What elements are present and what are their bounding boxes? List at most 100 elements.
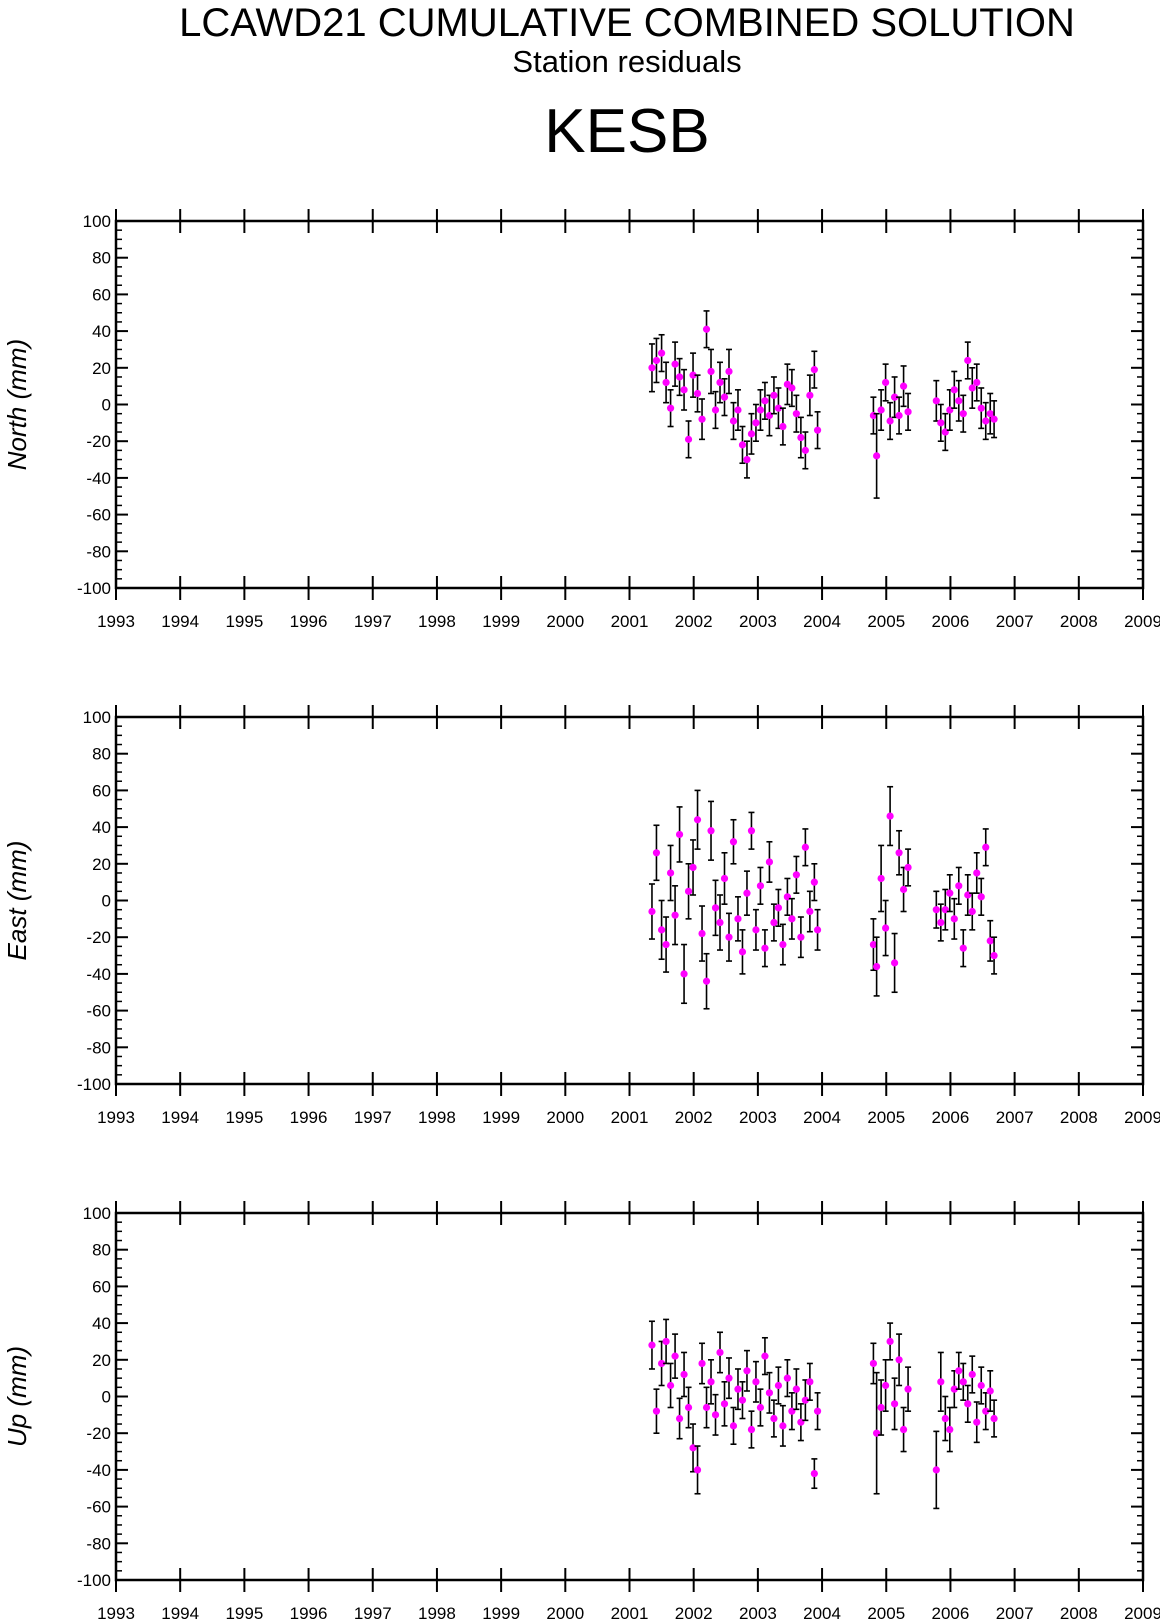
data-point bbox=[899, 885, 908, 894]
data-point bbox=[886, 417, 894, 425]
data-point bbox=[801, 446, 809, 454]
x-tick-label: 2004 bbox=[803, 612, 841, 631]
panel-north: 100 80 60 40 20 0 -20 -40 -60 -80 -100 1993 1994 1995… bbox=[2, 209, 1160, 631]
data-point bbox=[707, 367, 715, 376]
data-point bbox=[689, 863, 697, 872]
x-tick-label: 2001 bbox=[611, 1604, 649, 1621]
x-tick-label: 2007 bbox=[996, 612, 1034, 631]
data-point bbox=[725, 1374, 733, 1382]
data-point bbox=[770, 918, 778, 927]
data-point bbox=[702, 325, 711, 333]
data-point bbox=[648, 1341, 656, 1349]
x-tick-label: 1999 bbox=[482, 612, 520, 631]
x-tick-label: 2008 bbox=[1060, 1604, 1098, 1621]
x-tick-label: 1994 bbox=[161, 612, 199, 631]
y-tick-label: 60 bbox=[92, 781, 111, 800]
data-point bbox=[752, 419, 760, 427]
station-name: KESB bbox=[544, 97, 709, 166]
data-point bbox=[986, 1387, 994, 1395]
data-point bbox=[720, 874, 729, 883]
data-point bbox=[761, 397, 769, 405]
data-point bbox=[792, 1385, 800, 1393]
x-tick-label: 2009 bbox=[1124, 612, 1160, 631]
y-tick-label: 40 bbox=[92, 322, 111, 341]
data-point bbox=[684, 435, 693, 443]
data-point bbox=[788, 384, 796, 392]
data-point bbox=[982, 1407, 990, 1415]
y-tick-label: 60 bbox=[92, 1277, 111, 1296]
data-point bbox=[711, 1411, 720, 1419]
y-tick-label: -80 bbox=[86, 542, 111, 561]
data-point bbox=[774, 404, 783, 412]
data-point bbox=[747, 1425, 756, 1434]
x-tick-label: 2003 bbox=[739, 1604, 777, 1621]
data-point bbox=[904, 408, 912, 416]
data-point bbox=[959, 410, 967, 418]
x-tick-label: 2007 bbox=[996, 1108, 1034, 1127]
data-point bbox=[743, 455, 751, 464]
data-point bbox=[968, 384, 976, 392]
x-tick-label: 1999 bbox=[482, 1108, 520, 1127]
data-point bbox=[743, 889, 751, 897]
data-point bbox=[734, 915, 742, 923]
data-point bbox=[675, 830, 684, 839]
data-point bbox=[932, 397, 940, 405]
x-tick-label: 2008 bbox=[1060, 1108, 1098, 1127]
data-point bbox=[657, 926, 666, 934]
x-tick-label: 2002 bbox=[675, 612, 713, 631]
data-point bbox=[761, 944, 769, 952]
data-point bbox=[810, 878, 818, 886]
north-axis-label: North (mm) bbox=[2, 339, 32, 470]
x-tick-label: 1994 bbox=[161, 1108, 199, 1127]
data-point bbox=[968, 907, 976, 916]
data-point bbox=[964, 1400, 972, 1408]
data-point bbox=[657, 1359, 666, 1368]
data-point bbox=[702, 1403, 711, 1412]
data-point bbox=[738, 1396, 747, 1404]
data-point bbox=[806, 1378, 814, 1386]
data-point bbox=[869, 940, 878, 949]
x-tick-label: 1993 bbox=[97, 612, 135, 631]
data-point bbox=[779, 940, 787, 949]
data-point bbox=[810, 1469, 818, 1478]
data-point bbox=[973, 378, 981, 387]
east-axis-label: East (mm) bbox=[2, 841, 32, 961]
x-tick-label: 2004 bbox=[803, 1108, 841, 1127]
data-point bbox=[652, 1407, 661, 1415]
y-tick-label: 100 bbox=[83, 1204, 111, 1223]
data-point bbox=[986, 937, 994, 945]
y-tick-label: -80 bbox=[86, 1534, 111, 1553]
data-point bbox=[895, 1356, 903, 1364]
data-point bbox=[950, 1385, 958, 1393]
data-point bbox=[990, 415, 998, 423]
data-point bbox=[698, 1359, 706, 1368]
data-point bbox=[648, 907, 656, 916]
data-point bbox=[707, 1378, 715, 1386]
data-point bbox=[869, 1359, 878, 1368]
data-point bbox=[977, 1381, 985, 1390]
data-point bbox=[671, 911, 679, 919]
data-point bbox=[680, 386, 688, 394]
data-point bbox=[666, 869, 675, 877]
y-tick-label: -80 bbox=[86, 1038, 111, 1057]
x-tick-label: 1997 bbox=[354, 612, 392, 631]
y-tick-label: 80 bbox=[92, 249, 111, 268]
chart-subtitle: Station residuals bbox=[512, 44, 741, 79]
x-tick-label: 2005 bbox=[867, 1108, 905, 1127]
data-point bbox=[693, 816, 702, 824]
y-tick-label: -20 bbox=[86, 1424, 111, 1443]
data-point bbox=[813, 426, 822, 434]
chart-title: LCAWD21 CUMULATIVE COMBINED SOLUTION bbox=[179, 1, 1075, 45]
y-tick-label: 40 bbox=[92, 1314, 111, 1333]
up-plot-frame bbox=[114, 1211, 1145, 1582]
data-point bbox=[675, 373, 684, 381]
data-point bbox=[680, 1370, 688, 1379]
data-point bbox=[738, 948, 747, 956]
data-point bbox=[698, 929, 706, 938]
data-point bbox=[982, 417, 990, 425]
data-point bbox=[765, 1389, 774, 1397]
data-point bbox=[937, 419, 945, 427]
data-point bbox=[734, 406, 742, 414]
data-point bbox=[977, 404, 985, 412]
